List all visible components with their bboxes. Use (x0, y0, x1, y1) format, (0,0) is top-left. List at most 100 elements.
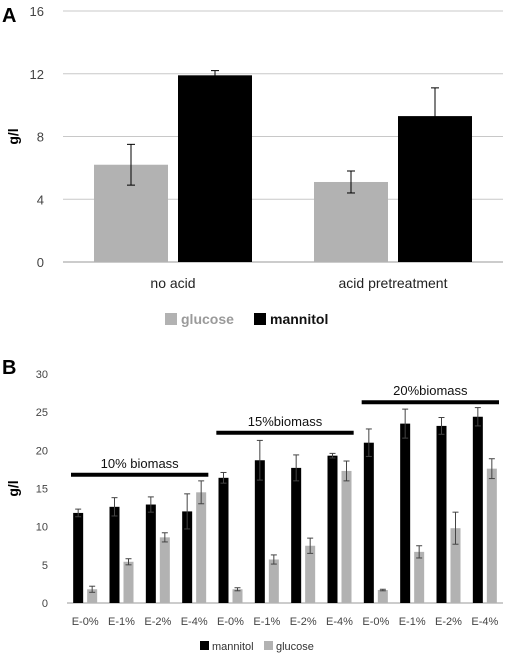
b-y-tick-label-5: 5 (42, 560, 48, 572)
panel-a-letter: A (2, 5, 16, 27)
b-bar-glucose-11 (486, 468, 497, 603)
b-category-label-8: E-0% (362, 616, 389, 628)
b-bar-glucose-6 (305, 545, 316, 603)
b-category-label-11: E-4% (471, 616, 498, 628)
b-category-label-5: E-1% (253, 616, 280, 628)
biomass-group-label-1: 15%biomass (248, 414, 323, 429)
legend-mannitol-label: mannitol (270, 311, 328, 327)
biomass-group-label-2: 20%biomass (393, 383, 468, 398)
b-bar-glucose-9 (414, 551, 425, 603)
error-bar-mannitol-1 (431, 87, 439, 145)
b-error-bar-mannitol-3 (184, 493, 191, 530)
b-error-bar-mannitol-2 (147, 496, 154, 513)
b-error-bar-glucose-10 (452, 511, 459, 545)
b-error-bar-mannitol-6 (293, 454, 300, 482)
b-category-label-4: E-0% (217, 616, 244, 628)
b-category-label-3: E-4% (181, 616, 208, 628)
b-y-tick-label-10: 10 (36, 522, 48, 534)
error-bar-mannitol-0 (211, 70, 219, 81)
bar-mannitol-0 (178, 75, 252, 262)
panel-a-legend: glucose mannitol (165, 311, 328, 327)
b-bar-mannitol-9 (400, 423, 411, 603)
b-error-bar-mannitol-8 (365, 428, 372, 457)
panel-a-error-bars (127, 70, 439, 194)
panel-b-letter: B (2, 357, 16, 379)
panel-b-chart: B 0 5 10 15 20 25 30 g/l 10% biomass 15%biomass… (2, 357, 503, 653)
b-bar-mannitol-6 (291, 467, 302, 603)
b-error-bar-mannitol-5 (256, 439, 263, 481)
b-error-bar-mannitol-1 (111, 497, 118, 517)
b-error-bar-glucose-7 (343, 460, 350, 482)
b-bar-glucose-1 (123, 561, 134, 603)
panel-a-y-axis-label: g/l (5, 128, 21, 144)
b-bar-mannitol-10 (436, 425, 447, 603)
panel-a-category-labels: no acid acid pretreatment (150, 275, 447, 291)
b-bar-glucose-2 (159, 537, 170, 603)
bar-glucose-1 (314, 181, 388, 262)
b-error-bar-mannitol-0 (75, 508, 82, 518)
b-y-tick-label-30: 30 (36, 369, 48, 381)
b-error-bar-glucose-3 (198, 480, 205, 505)
b-y-tick-label-25: 25 (36, 407, 48, 419)
b-error-bar-glucose-0 (89, 585, 96, 593)
panel-a-y-ticks: 0 4 8 12 16 (30, 4, 44, 270)
b-error-bar-glucose-8 (379, 588, 386, 592)
b-bar-mannitol-5 (254, 460, 265, 603)
b-y-tick-label-0: 0 (42, 598, 48, 610)
b-bar-mannitol-3 (182, 511, 193, 603)
b-bar-mannitol-11 (472, 416, 483, 603)
b-error-bar-glucose-5 (270, 554, 277, 565)
b-error-bar-glucose-2 (161, 532, 168, 543)
legend-mannitol-swatch (254, 313, 266, 325)
legend-b-glucose-label: glucose (276, 641, 314, 653)
b-category-label-6: E-2% (290, 616, 317, 628)
biomass-group-label-0: 10% biomass (101, 456, 180, 471)
panel-b-legend: mannitol glucose (200, 641, 314, 653)
b-category-label-7: E-4% (326, 616, 353, 628)
legend-b-glucose-swatch (264, 641, 273, 650)
y-tick-label-4: 4 (37, 192, 44, 207)
b-bar-glucose-4 (232, 589, 243, 603)
b-bar-glucose-10 (450, 528, 461, 603)
category-label-0: no acid (150, 275, 195, 291)
b-category-label-1: E-1% (108, 616, 135, 628)
b-bar-mannitol-1 (109, 506, 120, 603)
y-tick-label-8: 8 (37, 130, 44, 145)
panel-b-biomass-groups: 10% biomass 15%biomass 20%biomass (71, 383, 499, 477)
b-bar-mannitol-4 (218, 477, 229, 603)
panel-b-y-axis-label: g/l (5, 480, 21, 496)
b-y-tick-label-20: 20 (36, 445, 48, 457)
panel-b-category-labels: E-0% E-1% E-2% E-4% E-0% E-1% E-2% E-4% E-0% E-1%… (72, 616, 499, 628)
b-bar-glucose-7 (341, 470, 352, 603)
panel-b-bars (73, 416, 497, 603)
b-error-bar-glucose-9 (416, 545, 423, 559)
b-bar-glucose-8 (377, 590, 388, 603)
b-error-bar-mannitol-10 (438, 417, 445, 435)
b-error-bar-mannitol-4 (220, 471, 227, 484)
panel-a-bars (94, 75, 472, 262)
y-tick-label-12: 12 (30, 67, 44, 82)
b-category-label-2: E-2% (144, 616, 171, 628)
b-bar-mannitol-7 (327, 455, 338, 603)
legend-glucose-swatch (165, 313, 177, 325)
b-bar-glucose-5 (268, 559, 279, 603)
legend-b-mannitol-swatch (200, 641, 209, 650)
b-bar-mannitol-2 (145, 504, 156, 603)
panel-b-error-bars (75, 407, 495, 593)
b-category-label-9: E-1% (399, 616, 426, 628)
b-bar-mannitol-8 (363, 442, 374, 603)
panel-b-y-ticks: 0 5 10 15 20 25 30 (36, 369, 503, 610)
y-tick-label-16: 16 (30, 4, 44, 19)
b-category-label-10: E-2% (435, 616, 462, 628)
b-y-tick-label-15: 15 (36, 484, 48, 496)
b-error-bar-glucose-11 (488, 458, 495, 480)
b-category-label-0: E-0% (72, 616, 99, 628)
panel-a-chart: A 0 4 8 12 16 g/l no acid acid pretreatment g… (2, 4, 503, 327)
legend-glucose-label: glucose (181, 311, 234, 327)
b-error-bar-glucose-4 (234, 587, 241, 592)
category-label-1: acid pretreatment (339, 275, 448, 291)
error-bar-glucose-0 (127, 143, 135, 186)
b-error-bar-mannitol-9 (402, 408, 409, 439)
b-error-bar-glucose-6 (307, 537, 314, 554)
